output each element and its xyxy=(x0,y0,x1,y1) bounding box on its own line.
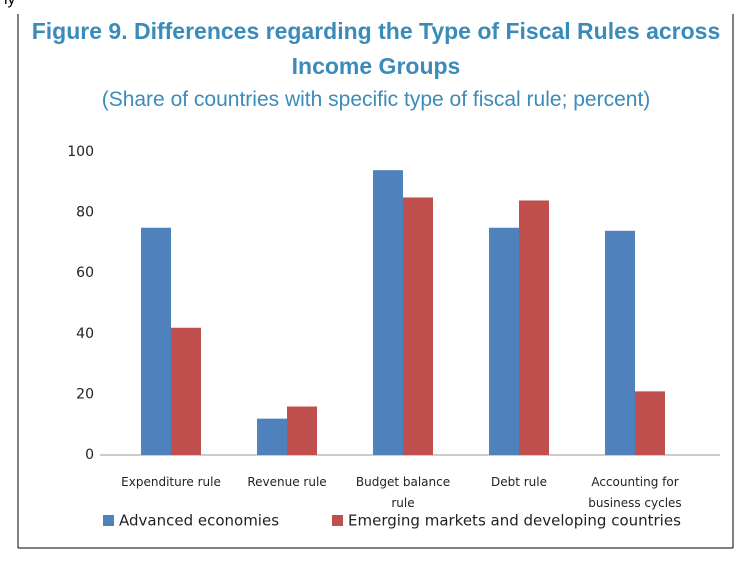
x-tick-label: Debt rule xyxy=(490,475,547,489)
y-tick-label: 60 xyxy=(76,265,94,281)
legend-swatch xyxy=(332,515,343,526)
y-tick-label: 80 xyxy=(76,205,94,221)
bar xyxy=(489,227,519,455)
bar xyxy=(171,327,201,455)
bar xyxy=(519,200,549,455)
x-tick-label: Budget balance rule xyxy=(355,475,451,510)
y-tick-label: 40 xyxy=(76,326,94,342)
chart-title: Figure 9. Differences regarding the Type… xyxy=(31,18,721,79)
bar xyxy=(403,197,433,455)
y-tick-label: 20 xyxy=(76,386,94,402)
x-tick-label: Revenue rule xyxy=(247,475,327,489)
y-tick-label: 100 xyxy=(67,144,94,160)
y-tick-label: 0 xyxy=(85,447,94,463)
legend-swatch xyxy=(103,515,114,526)
bar xyxy=(605,230,635,455)
bar xyxy=(141,227,171,455)
bar xyxy=(373,170,403,455)
legend-label: Emerging markets and developing countrie… xyxy=(348,512,681,530)
legend-label: Advanced economies xyxy=(119,512,279,530)
bar xyxy=(257,418,287,455)
x-tick-label: Expenditure rule xyxy=(121,475,221,489)
text-fragment: ly xyxy=(4,0,16,9)
bar xyxy=(635,391,665,455)
x-tick-label: Accounting for business cycles xyxy=(588,475,682,510)
bar xyxy=(287,406,317,455)
chart-subtitle: (Share of countries with specific type o… xyxy=(101,88,651,111)
